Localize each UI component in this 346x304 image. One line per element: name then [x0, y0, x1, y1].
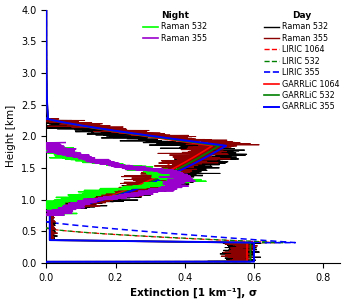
- Legend: Raman 532, Raman 355, LIRIC 1064, LIRIC 532, LIRIC 355, GARRLiC 1064, GARRLiC 53: Raman 532, Raman 355, LIRIC 1064, LIRIC …: [264, 11, 339, 111]
- Y-axis label: Height [km]: Height [km]: [6, 105, 16, 168]
- X-axis label: Extinction [1 km⁻¹], σ: Extinction [1 km⁻¹], σ: [130, 288, 257, 299]
